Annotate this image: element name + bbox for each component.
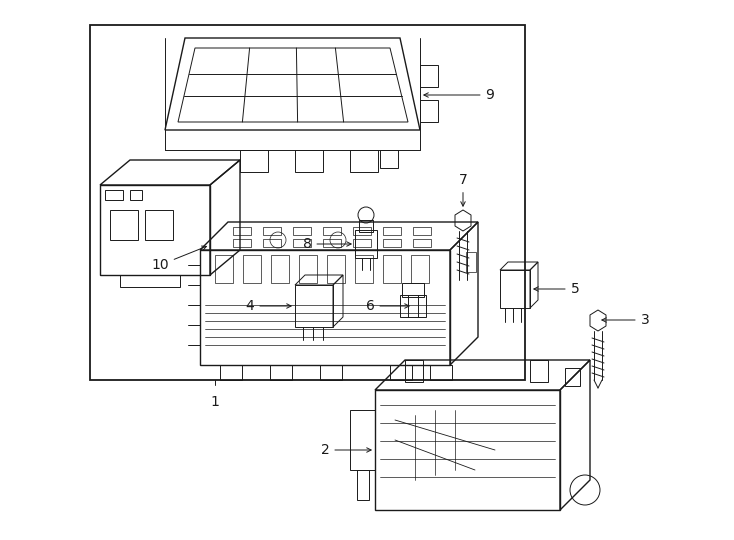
Bar xyxy=(295,285,333,327)
Text: 4: 4 xyxy=(246,299,291,313)
Text: 3: 3 xyxy=(602,313,650,327)
Bar xyxy=(145,210,173,240)
Bar xyxy=(353,239,371,247)
Bar xyxy=(466,252,476,272)
Text: 9: 9 xyxy=(424,88,495,102)
Bar xyxy=(105,190,123,200)
Bar xyxy=(263,227,281,235)
Bar xyxy=(233,227,251,235)
Bar xyxy=(271,255,289,283)
Text: 1: 1 xyxy=(211,395,219,409)
Bar xyxy=(359,220,373,232)
Bar xyxy=(323,227,341,235)
Bar xyxy=(350,150,378,172)
Bar xyxy=(383,255,401,283)
Text: 6: 6 xyxy=(366,299,409,313)
Bar xyxy=(411,255,429,283)
Bar xyxy=(420,100,438,122)
Bar xyxy=(413,239,431,247)
Bar xyxy=(323,239,341,247)
Bar xyxy=(90,25,525,380)
Bar xyxy=(263,239,281,247)
Bar xyxy=(530,360,548,382)
Text: 5: 5 xyxy=(534,282,579,296)
Bar xyxy=(355,230,377,258)
Bar xyxy=(375,390,560,510)
Text: 2: 2 xyxy=(321,443,371,457)
Bar xyxy=(383,227,401,235)
Bar xyxy=(299,255,317,283)
Bar xyxy=(383,239,401,247)
Bar xyxy=(390,365,412,380)
Bar xyxy=(402,283,424,297)
Bar xyxy=(220,365,242,380)
Bar xyxy=(353,227,371,235)
Bar xyxy=(327,255,345,283)
Bar xyxy=(357,470,369,500)
Bar xyxy=(240,150,268,172)
Bar xyxy=(420,65,438,87)
Bar xyxy=(110,210,138,240)
Bar xyxy=(405,360,423,382)
Bar xyxy=(120,275,180,287)
Bar xyxy=(565,368,580,386)
Bar xyxy=(293,227,311,235)
Bar xyxy=(243,255,261,283)
Bar xyxy=(430,365,452,380)
Bar xyxy=(413,227,431,235)
Bar xyxy=(215,255,233,283)
Bar xyxy=(295,150,323,172)
Bar xyxy=(200,250,450,365)
Text: 8: 8 xyxy=(302,237,351,251)
Bar xyxy=(500,270,530,308)
Bar xyxy=(400,295,426,317)
Bar xyxy=(270,365,292,380)
Bar xyxy=(355,255,373,283)
Bar xyxy=(320,365,342,380)
Bar xyxy=(293,239,311,247)
Bar xyxy=(130,190,142,200)
Bar xyxy=(350,410,375,470)
Text: 7: 7 xyxy=(459,173,468,206)
Bar xyxy=(233,239,251,247)
Text: 10: 10 xyxy=(151,246,206,272)
Bar xyxy=(380,150,398,168)
Bar xyxy=(100,185,210,275)
